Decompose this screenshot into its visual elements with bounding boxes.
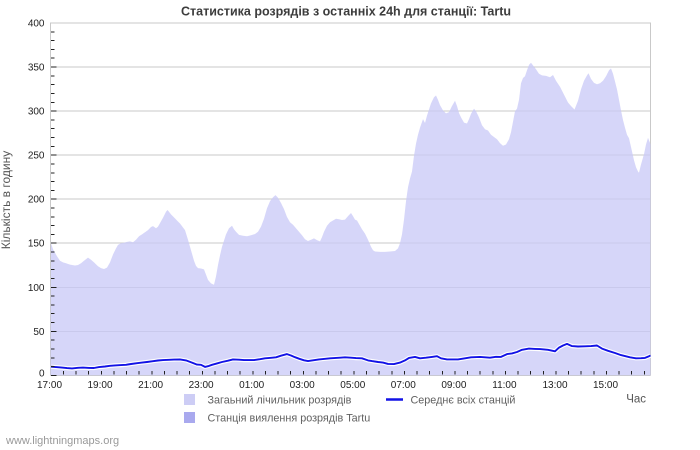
- svg-text:300: 300: [28, 107, 45, 118]
- svg-text:15:00: 15:00: [593, 380, 618, 391]
- svg-text:0: 0: [39, 369, 45, 380]
- svg-text:21:00: 21:00: [138, 380, 163, 391]
- svg-text:400: 400: [28, 19, 45, 30]
- svg-text:19:00: 19:00: [87, 380, 112, 391]
- svg-text:Станція виялення розрядів Tart: Станція виялення розрядів Tartu: [208, 412, 371, 424]
- svg-text:17:00: 17:00: [37, 380, 62, 391]
- svg-text:150: 150: [28, 239, 45, 250]
- svg-text:13:00: 13:00: [542, 380, 567, 391]
- svg-text:07:00: 07:00: [391, 380, 416, 391]
- svg-text:100: 100: [28, 283, 45, 294]
- svg-text:Час: Час: [626, 394, 646, 406]
- svg-text:www.lightningmaps.org: www.lightningmaps.org: [5, 435, 119, 447]
- svg-text:11:00: 11:00: [492, 380, 517, 391]
- svg-text:Статистика розрядів з останніх: Статистика розрядів з останніх 24h для с…: [181, 5, 511, 19]
- svg-text:Середнє всіх станцій: Середнє всіх станцій: [411, 394, 516, 406]
- svg-text:200: 200: [28, 195, 45, 206]
- svg-text:03:00: 03:00: [290, 380, 315, 391]
- svg-text:05:00: 05:00: [340, 380, 365, 391]
- svg-text:350: 350: [28, 63, 45, 74]
- svg-text:50: 50: [33, 327, 45, 338]
- svg-text:01:00: 01:00: [239, 380, 264, 391]
- svg-text:Кількість в годину: Кількість в годину: [0, 151, 13, 249]
- svg-text:23:00: 23:00: [189, 380, 214, 391]
- svg-text:Загаьний лічильник розрядів: Загаьний лічильник розрядів: [208, 394, 352, 406]
- svg-text:09:00: 09:00: [441, 380, 466, 391]
- svg-text:250: 250: [28, 151, 45, 162]
